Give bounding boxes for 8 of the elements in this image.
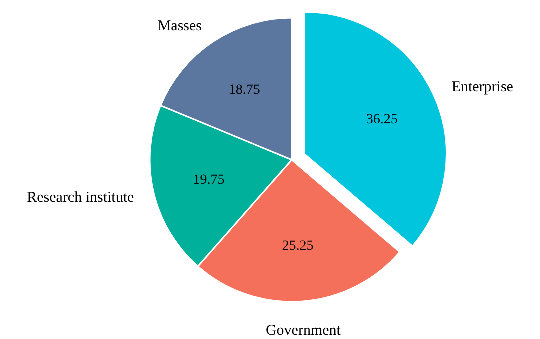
data-label: 19.75 <box>193 173 225 188</box>
slice-label: Government <box>266 323 342 339</box>
slice-label: Enterprise <box>452 80 514 96</box>
data-label: 25.25 <box>282 238 314 254</box>
slice-label: Research institute <box>27 190 135 206</box>
slice-label: Masses <box>158 18 202 35</box>
data-label: 18.75 <box>228 83 260 98</box>
data-label: 36.25 <box>366 112 398 128</box>
